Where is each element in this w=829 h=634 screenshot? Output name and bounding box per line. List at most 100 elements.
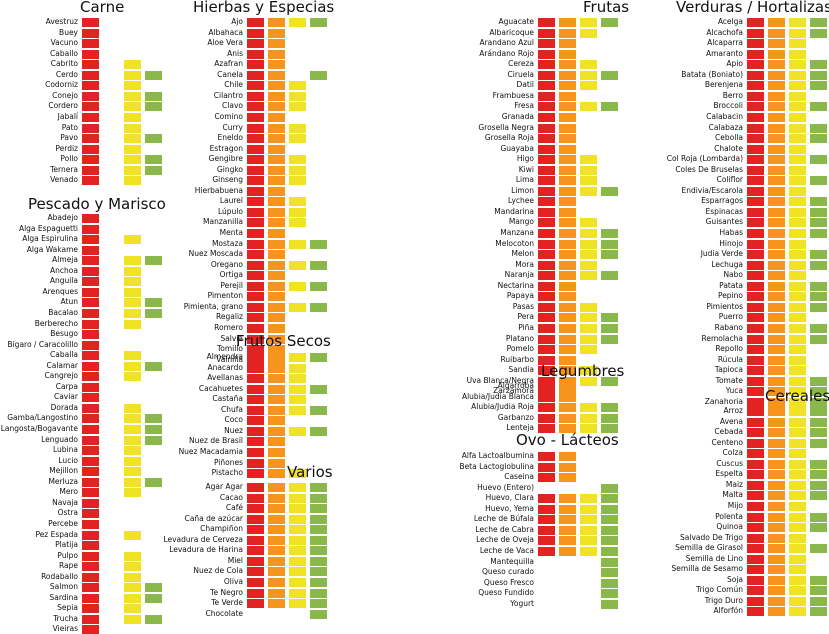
cell-red — [82, 572, 99, 582]
cell-red — [747, 491, 764, 501]
cell-red — [82, 287, 99, 297]
row-label: Chalote — [714, 143, 743, 153]
row-label: Maiz — [725, 479, 743, 489]
cell-green — [810, 70, 827, 80]
cell-orange — [268, 567, 285, 577]
row-label: Ternera — [50, 164, 78, 174]
cell-green — [310, 70, 327, 80]
cell-yellow — [289, 353, 306, 362]
cell-yellow — [789, 186, 806, 196]
cell-red — [538, 392, 555, 402]
cell-green — [145, 593, 162, 603]
cell-yellow — [789, 207, 806, 217]
cell-red — [247, 218, 264, 228]
row-label: Trucha — [53, 613, 78, 623]
cell-green — [810, 376, 827, 386]
cell-green — [310, 426, 327, 436]
row-label: Pimienta, grano — [183, 301, 243, 311]
row-label: Salmon — [49, 582, 78, 592]
row-label: Levadura de Cerveza — [163, 534, 243, 544]
cell-yellow — [124, 414, 141, 424]
row-label: Calabaza — [708, 122, 743, 132]
cell-orange — [268, 218, 285, 228]
cell-orange — [559, 123, 576, 133]
cell-red — [538, 302, 555, 312]
cell-green — [310, 239, 327, 249]
row-label: Pera — [517, 312, 534, 322]
cell-orange — [768, 176, 785, 186]
row-label: Centeno — [711, 437, 743, 447]
row-label: Anis — [227, 48, 243, 58]
cell-red — [538, 546, 555, 556]
cell-green — [145, 70, 162, 80]
cell-green — [810, 28, 827, 38]
cell-green — [810, 281, 827, 291]
row-label: Tomate — [715, 375, 743, 385]
row-label: Arenques — [42, 286, 78, 296]
section-title-hierbas-y-especias: Hierbas y Especias — [193, 0, 335, 16]
cell-red — [82, 277, 99, 287]
cell-orange — [768, 112, 785, 122]
cell-orange — [559, 515, 576, 525]
cell-yellow — [789, 281, 806, 291]
row-label: Lucio — [58, 455, 78, 465]
cell-green — [601, 424, 618, 434]
section-title-ovo-lacteos: Ovo - Lácteos — [516, 431, 619, 449]
cell-green — [810, 407, 827, 416]
cell-yellow — [789, 512, 806, 522]
cell-yellow — [289, 599, 306, 609]
row-label: Albahaca — [208, 27, 243, 37]
cell-red — [82, 298, 99, 308]
cell-orange — [268, 292, 285, 302]
row-label: Mejillon — [49, 466, 78, 476]
cell-orange — [559, 494, 576, 504]
cell-red — [538, 292, 555, 302]
cell-green — [601, 334, 618, 344]
cell-green — [810, 586, 827, 596]
cell-yellow — [789, 387, 806, 397]
cell-yellow — [789, 544, 806, 554]
cell-green — [810, 292, 827, 302]
cell-orange — [268, 525, 285, 535]
row-label: Menta — [219, 228, 243, 237]
cell-yellow — [580, 70, 597, 80]
row-label: Conejo — [52, 90, 78, 100]
cell-yellow — [124, 298, 141, 308]
cell-red — [247, 363, 264, 373]
cell-red — [247, 556, 264, 566]
cell-green — [810, 544, 827, 554]
cell-yellow — [789, 81, 806, 91]
cell-orange — [559, 387, 576, 397]
cell-yellow — [580, 239, 597, 249]
cell-red — [538, 355, 555, 365]
cell-red — [747, 218, 764, 228]
row-label: Almendra — [206, 352, 243, 361]
row-label: Caballo — [50, 48, 78, 58]
row-label: Mora — [515, 259, 534, 269]
cell-green — [601, 186, 618, 196]
cell-red — [747, 102, 764, 112]
cell-red — [82, 144, 99, 154]
cell-yellow — [789, 533, 806, 543]
cell-yellow — [289, 91, 306, 101]
cell-red — [247, 70, 264, 80]
cell-red — [82, 382, 99, 392]
cell-yellow — [580, 60, 597, 70]
cell-red — [538, 207, 555, 217]
row-label: Hinojo — [719, 238, 743, 248]
row-label: Caseina — [504, 472, 534, 482]
cell-red — [82, 593, 99, 603]
cell-red — [747, 39, 764, 49]
row-label: Yogurt — [510, 598, 534, 608]
row-label: Chufa — [221, 404, 243, 414]
cell-red — [247, 384, 264, 394]
cell-red — [247, 134, 264, 144]
cell-red — [82, 562, 99, 572]
cell-red — [82, 583, 99, 593]
cell-green — [310, 599, 327, 609]
row-label: Trigo Común — [695, 585, 743, 595]
row-label: Naranja — [504, 270, 534, 280]
cell-orange — [768, 397, 785, 407]
cell-yellow — [124, 123, 141, 133]
cell-red — [538, 462, 555, 472]
